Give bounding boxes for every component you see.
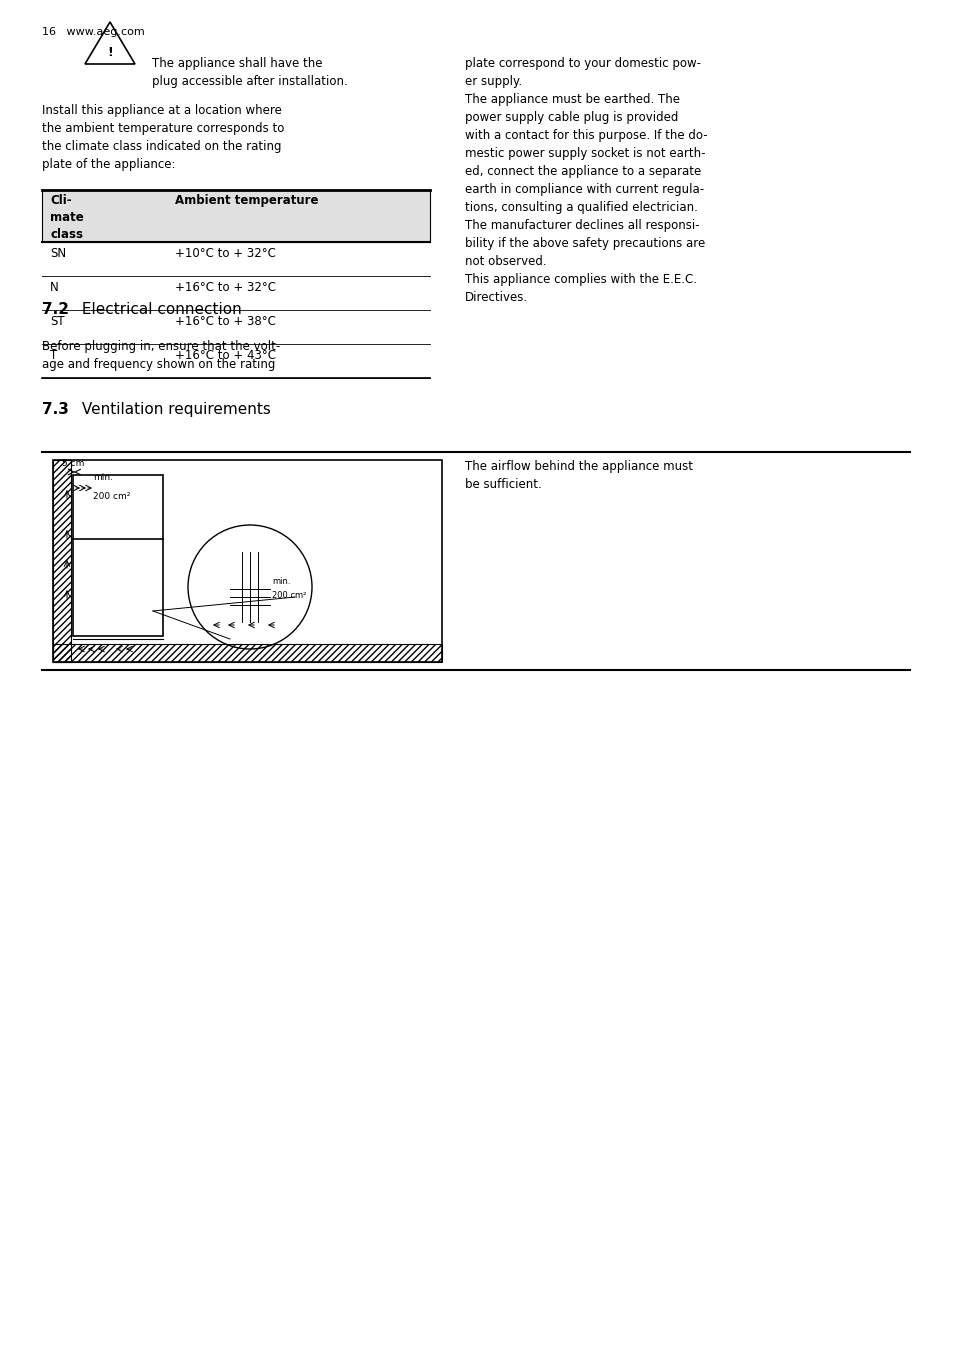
Text: 7.3: 7.3 [42, 402, 69, 416]
Text: +16°C to + 43°C: +16°C to + 43°C [174, 349, 275, 362]
Text: Electrical connection: Electrical connection [77, 301, 241, 316]
Text: !: ! [107, 46, 112, 59]
Text: N: N [50, 281, 59, 293]
Text: SN: SN [50, 247, 66, 260]
Text: 7.2: 7.2 [42, 301, 69, 316]
Text: plate correspond to your domestic pow-
er supply.
The appliance must be earthed.: plate correspond to your domestic pow- e… [464, 57, 707, 304]
Text: ST: ST [50, 315, 65, 329]
Text: 200 cm²: 200 cm² [272, 591, 306, 599]
Text: Before plugging in, ensure that the volt-
age and frequency shown on the rating: Before plugging in, ensure that the volt… [42, 339, 280, 370]
Text: Ventilation requirements: Ventilation requirements [77, 402, 271, 416]
Text: The airflow behind the appliance must
be sufficient.: The airflow behind the appliance must be… [464, 460, 692, 491]
Text: +16°C to + 32°C: +16°C to + 32°C [174, 281, 275, 293]
Text: T: T [50, 349, 57, 362]
Text: The appliance shall have the
plug accessible after installation.: The appliance shall have the plug access… [152, 57, 348, 88]
FancyBboxPatch shape [42, 191, 430, 242]
Bar [73, 475, 163, 635]
Text: +10°C to + 32°C: +10°C to + 32°C [174, 247, 275, 260]
Text: 200 cm²: 200 cm² [92, 492, 131, 502]
Text: min.: min. [92, 473, 112, 483]
Bar [53, 460, 441, 662]
Text: 16   www.aeg.com: 16 www.aeg.com [42, 27, 145, 37]
Text: Cli-
mate
class: Cli- mate class [50, 193, 84, 241]
Text: +16°C to + 38°C: +16°C to + 38°C [174, 315, 275, 329]
Text: Install this appliance at a location where
the ambient temperature corresponds t: Install this appliance at a location whe… [42, 104, 284, 170]
Text: Ambient temperature: Ambient temperature [174, 193, 318, 207]
Text: 5 cm: 5 cm [62, 458, 84, 468]
Text: min.: min. [272, 577, 291, 587]
